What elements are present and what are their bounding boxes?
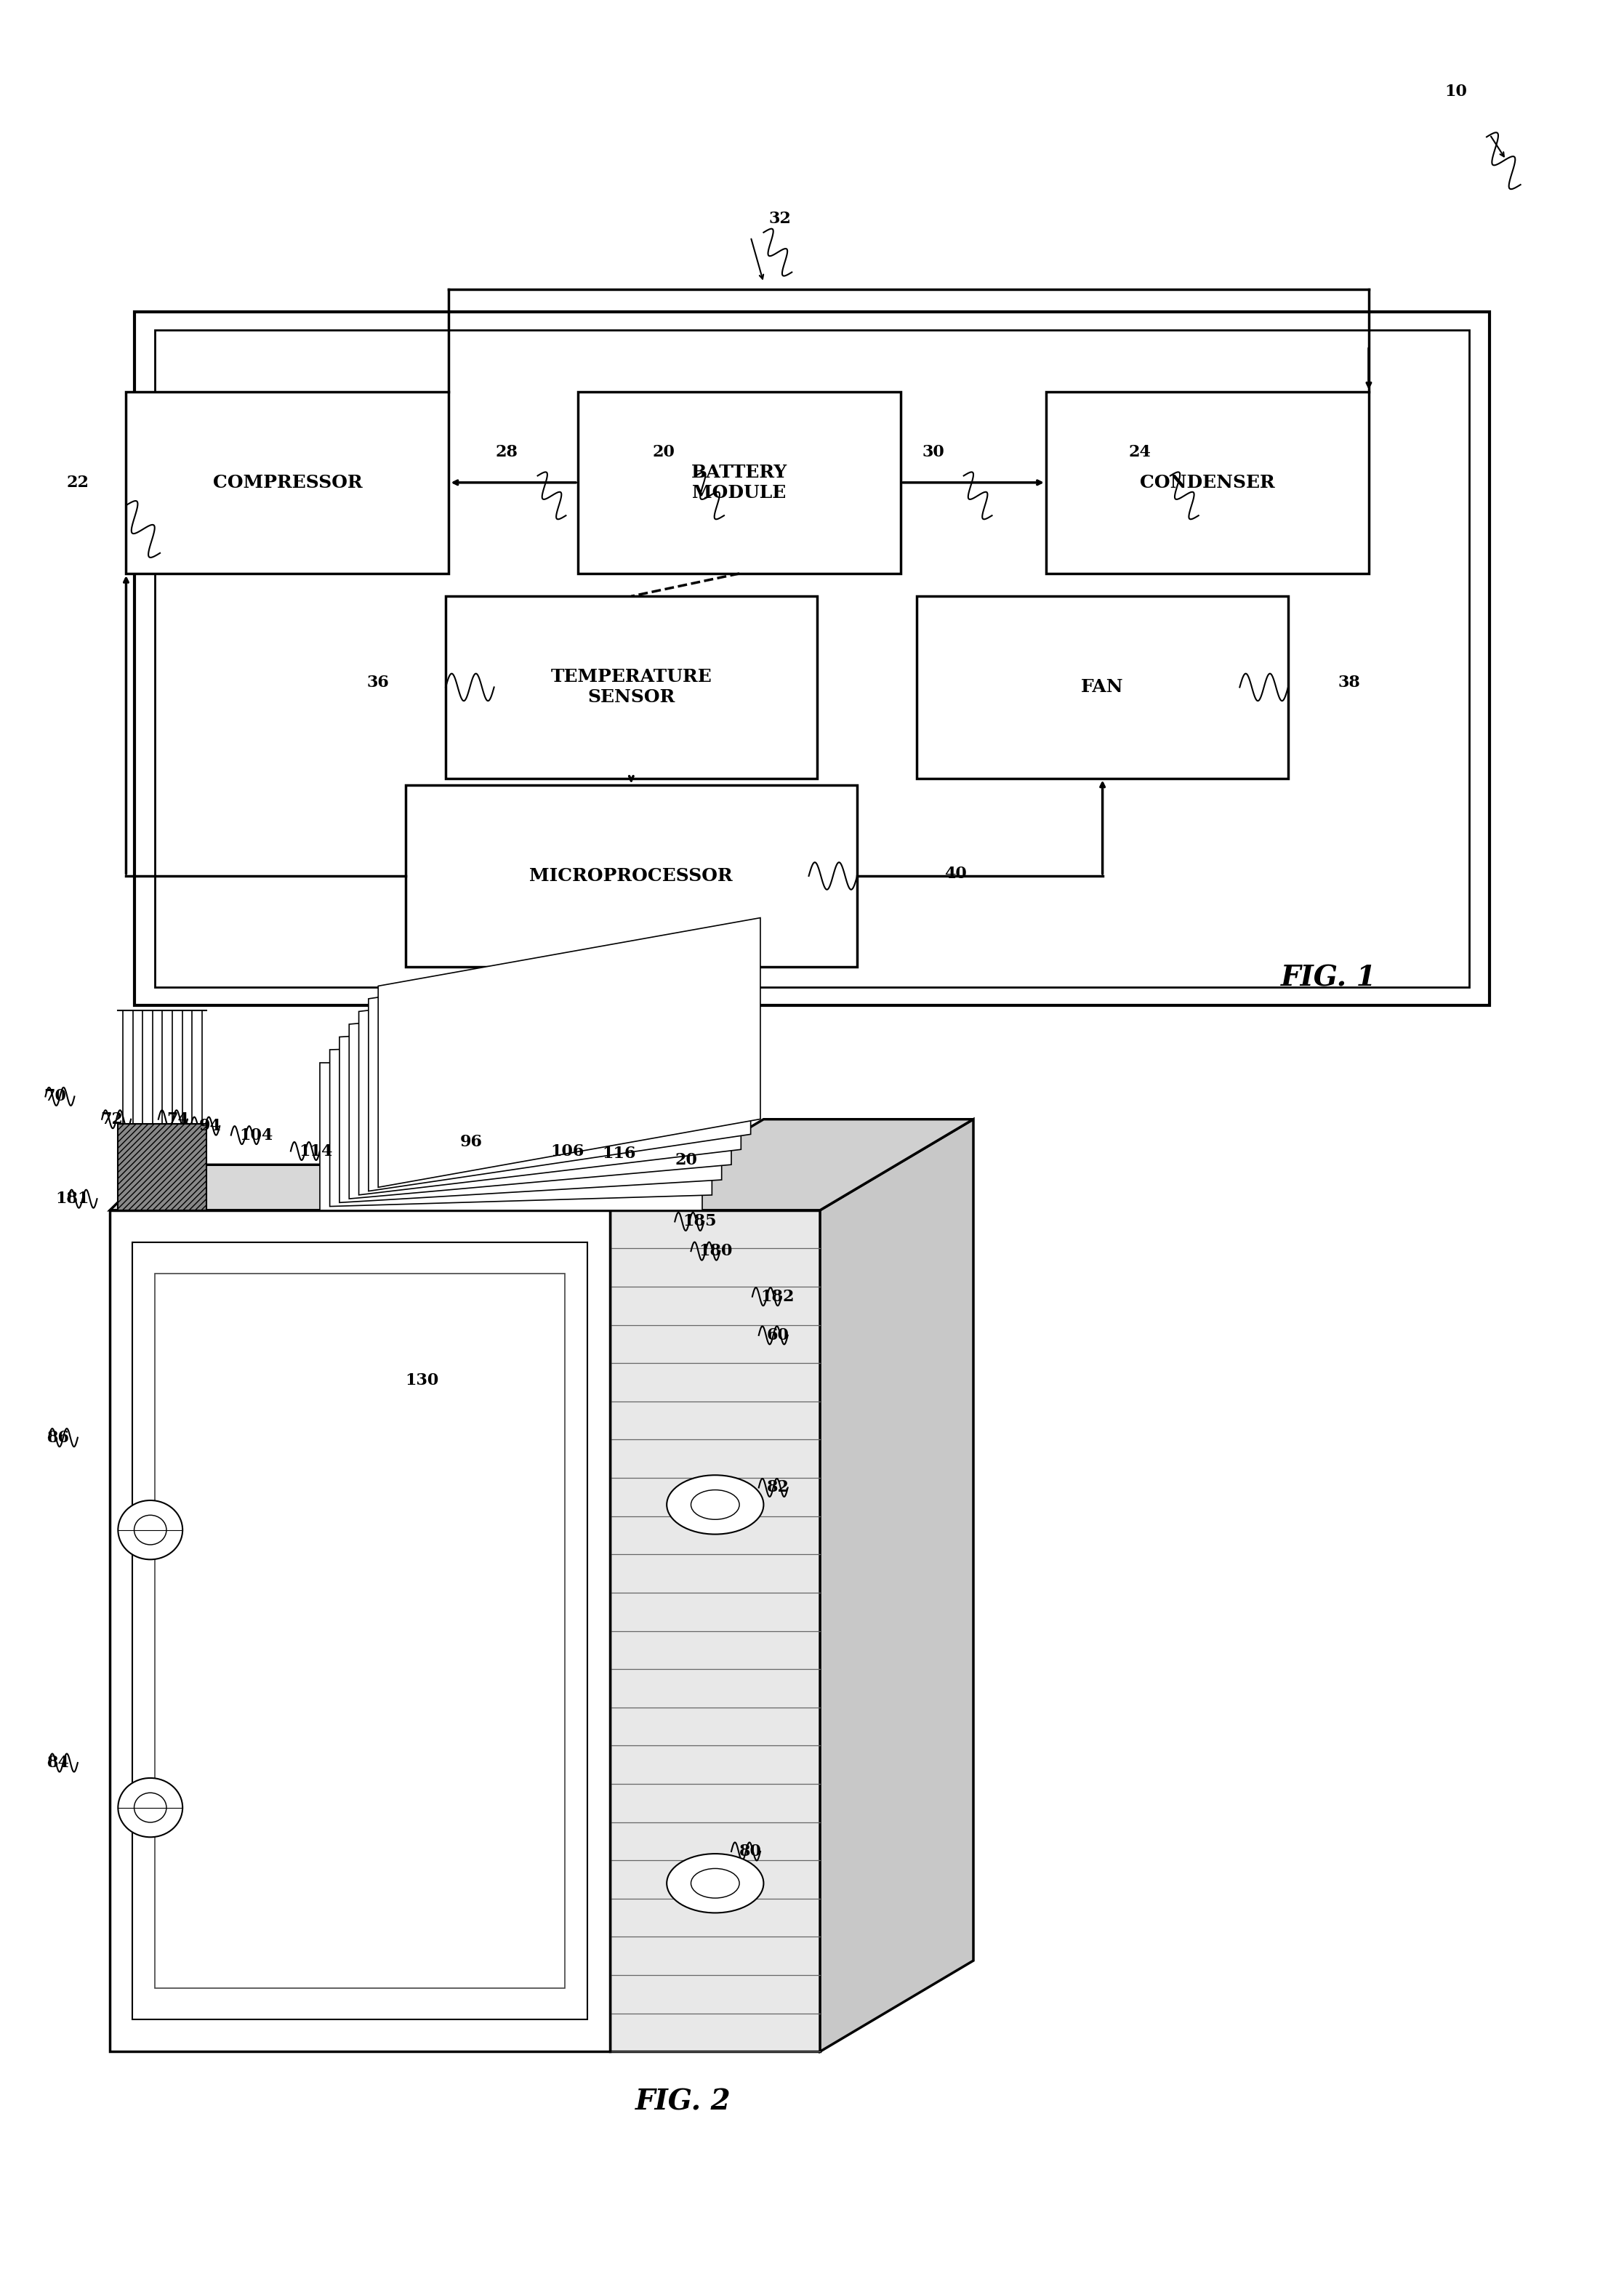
Polygon shape	[611, 1119, 973, 1211]
Bar	[156, 331, 1468, 987]
Text: 84: 84	[47, 1754, 70, 1770]
Polygon shape	[369, 941, 750, 1192]
Text: 74: 74	[166, 1112, 188, 1128]
Bar	[578, 391, 901, 573]
Text: 32: 32	[768, 210, 791, 226]
Bar	[135, 313, 1489, 1005]
Text: 130: 130	[406, 1373, 438, 1389]
Polygon shape	[611, 1211, 820, 2051]
Polygon shape	[110, 1211, 611, 2051]
Bar	[127, 391, 448, 573]
Polygon shape	[339, 1014, 721, 1204]
Text: 60: 60	[767, 1327, 789, 1343]
Polygon shape	[320, 1062, 702, 1211]
Ellipse shape	[119, 1501, 182, 1560]
Text: 36: 36	[367, 674, 390, 690]
Text: 38: 38	[1338, 674, 1361, 690]
Polygon shape	[110, 1165, 656, 1211]
Polygon shape	[359, 966, 741, 1195]
Ellipse shape	[667, 1855, 763, 1914]
Text: TEMPERATURE
SENSOR: TEMPERATURE SENSOR	[551, 669, 711, 706]
Text: 80: 80	[739, 1843, 762, 1859]
Text: 114: 114	[299, 1142, 333, 1158]
Polygon shape	[820, 1119, 973, 2051]
Bar	[406, 786, 857, 966]
Text: 40: 40	[944, 866, 966, 882]
Text: 96: 96	[460, 1133, 482, 1151]
Text: 181: 181	[55, 1190, 89, 1206]
Text: 28: 28	[495, 443, 518, 459]
Text: 20: 20	[676, 1151, 697, 1167]
Bar	[445, 596, 817, 779]
Polygon shape	[349, 989, 731, 1199]
Text: 180: 180	[698, 1242, 732, 1258]
Bar	[119, 1124, 206, 1211]
Text: 20: 20	[653, 443, 676, 459]
Polygon shape	[156, 1274, 565, 1987]
Text: 10: 10	[1445, 85, 1466, 100]
Text: 182: 182	[760, 1288, 794, 1304]
Text: FIG. 1: FIG. 1	[1281, 964, 1376, 991]
Bar	[918, 596, 1288, 779]
Polygon shape	[330, 1039, 711, 1206]
Text: 185: 185	[682, 1213, 716, 1229]
Bar	[1046, 391, 1369, 573]
Text: FIG. 2: FIG. 2	[635, 2088, 731, 2115]
Ellipse shape	[119, 1777, 182, 1836]
Text: BATTERY
MODULE: BATTERY MODULE	[692, 464, 788, 502]
Text: CONDENSER: CONDENSER	[1140, 473, 1275, 491]
Text: 22: 22	[67, 475, 89, 491]
Ellipse shape	[667, 1475, 763, 1535]
Text: 70: 70	[44, 1089, 67, 1105]
Text: 106: 106	[551, 1142, 585, 1158]
Polygon shape	[378, 918, 760, 1188]
Text: 94: 94	[198, 1119, 221, 1135]
Text: 82: 82	[767, 1480, 789, 1496]
Text: 24: 24	[1129, 443, 1151, 459]
Text: 104: 104	[239, 1128, 273, 1144]
Text: FAN: FAN	[1082, 678, 1124, 697]
Text: 116: 116	[603, 1144, 637, 1160]
Polygon shape	[133, 1242, 588, 2019]
Text: 86: 86	[47, 1430, 70, 1446]
Text: 72: 72	[101, 1112, 123, 1128]
Text: COMPRESSOR: COMPRESSOR	[213, 473, 362, 491]
Text: 30: 30	[922, 443, 944, 459]
Text: MICROPROCESSOR: MICROPROCESSOR	[529, 868, 732, 884]
